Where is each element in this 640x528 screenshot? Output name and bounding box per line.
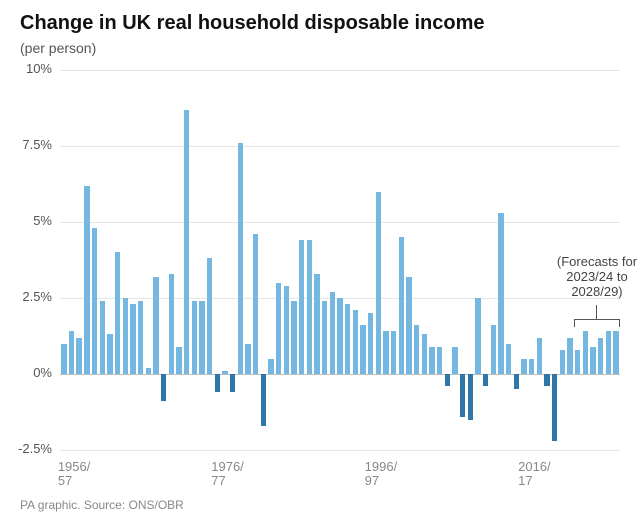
bar xyxy=(368,313,373,374)
bar xyxy=(345,304,350,374)
bar xyxy=(529,359,534,374)
bar xyxy=(598,338,603,374)
bar xyxy=(514,374,519,389)
bar xyxy=(245,344,250,374)
bar xyxy=(567,338,572,374)
bar xyxy=(330,292,335,374)
bar xyxy=(253,234,258,374)
bar xyxy=(199,301,204,374)
bar xyxy=(590,347,595,374)
bar xyxy=(230,374,235,392)
bar xyxy=(606,331,611,374)
bar xyxy=(353,310,358,374)
bar xyxy=(299,240,304,374)
bar xyxy=(537,338,542,374)
bar xyxy=(613,331,618,374)
bar xyxy=(115,252,120,374)
x-axis-tick-label: 2016/17 xyxy=(518,460,551,489)
chart-container: Change in UK real household disposable i… xyxy=(0,0,640,528)
bar xyxy=(337,298,342,374)
gridline xyxy=(60,70,620,71)
bar xyxy=(414,325,419,374)
bar xyxy=(575,350,580,374)
bar xyxy=(544,374,549,386)
bar xyxy=(291,301,296,374)
bar xyxy=(452,347,457,374)
x-axis-tick-label: 1956/57 xyxy=(58,460,91,489)
bar xyxy=(207,258,212,374)
chart-title: Change in UK real household disposable i… xyxy=(20,12,485,35)
y-axis-tick-label: 5% xyxy=(0,213,52,228)
bar xyxy=(238,143,243,374)
x-axis-tick-label: 1976/77 xyxy=(211,460,244,489)
bar xyxy=(92,228,97,374)
bar xyxy=(445,374,450,386)
bar xyxy=(498,213,503,374)
bar xyxy=(130,304,135,374)
forecast-annotation: (Forecasts for2023/24 to2028/29) xyxy=(537,255,640,300)
bar xyxy=(429,347,434,374)
bar xyxy=(123,298,128,374)
chart-subtitle: (per person) xyxy=(20,40,96,56)
bar xyxy=(138,301,143,374)
bar xyxy=(76,338,81,374)
bar xyxy=(314,274,319,374)
bar xyxy=(376,192,381,374)
bar xyxy=(61,344,66,374)
bar xyxy=(521,359,526,374)
bar xyxy=(583,331,588,374)
y-axis-tick-label: 0% xyxy=(0,365,52,380)
gridline xyxy=(60,374,620,375)
bar xyxy=(552,374,557,441)
bar xyxy=(483,374,488,386)
bar xyxy=(284,286,289,374)
bar xyxy=(161,374,166,401)
bar xyxy=(192,301,197,374)
bar xyxy=(406,277,411,374)
bar xyxy=(475,298,480,374)
bar xyxy=(176,347,181,374)
bar xyxy=(276,283,281,374)
gridline xyxy=(60,450,620,451)
gridline xyxy=(60,222,620,223)
bar xyxy=(153,277,158,374)
bar xyxy=(560,350,565,374)
annotation-connector xyxy=(596,305,597,319)
bar xyxy=(184,110,189,374)
annotation-bracket xyxy=(574,319,620,320)
bar xyxy=(391,331,396,374)
bar xyxy=(383,331,388,374)
y-axis-tick-label: 7.5% xyxy=(0,137,52,152)
bar xyxy=(268,359,273,374)
bar xyxy=(468,374,473,420)
bar xyxy=(261,374,266,426)
annotation-bracket-tick xyxy=(619,319,620,327)
bar xyxy=(307,240,312,374)
bar xyxy=(422,334,427,374)
bar xyxy=(460,374,465,417)
bar xyxy=(399,237,404,374)
bar xyxy=(146,368,151,374)
bar xyxy=(69,331,74,374)
bar xyxy=(215,374,220,392)
y-axis-tick-label: 10% xyxy=(0,61,52,76)
y-axis-tick-label: -2.5% xyxy=(0,441,52,456)
y-axis-tick-label: 2.5% xyxy=(0,289,52,304)
bar xyxy=(84,186,89,374)
bar xyxy=(506,344,511,374)
annotation-bracket-tick xyxy=(574,319,575,327)
bar xyxy=(322,301,327,374)
x-axis-tick-label: 1996/97 xyxy=(365,460,398,489)
bar xyxy=(437,347,442,374)
bar xyxy=(100,301,105,374)
bar xyxy=(491,325,496,374)
gridline xyxy=(60,146,620,147)
bar xyxy=(169,274,174,374)
bar xyxy=(360,325,365,374)
chart-source: PA graphic. Source: ONS/OBR xyxy=(20,498,184,512)
bar xyxy=(222,371,227,374)
bar xyxy=(107,334,112,374)
